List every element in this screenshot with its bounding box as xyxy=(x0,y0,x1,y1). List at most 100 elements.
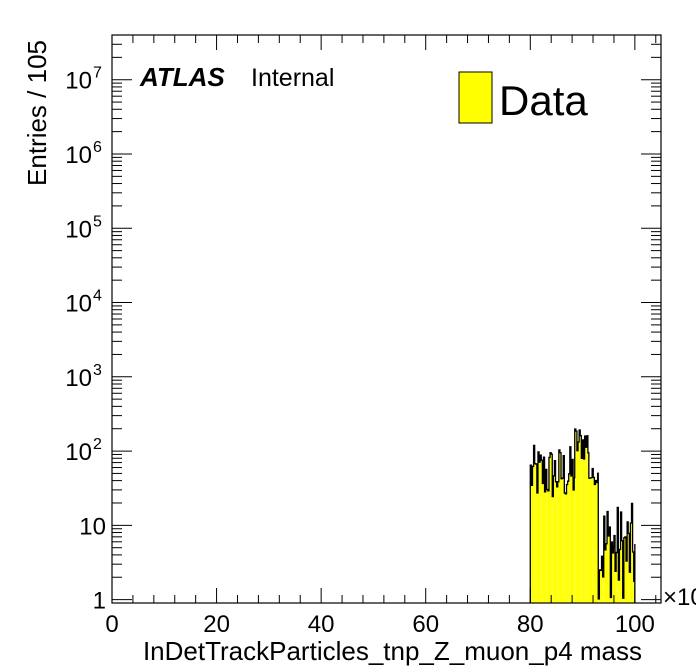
histogram-bin xyxy=(551,454,553,603)
histogram-bin xyxy=(557,481,559,603)
y-tick-label: 10 xyxy=(65,68,92,95)
histogram-bin xyxy=(563,455,565,603)
x-axis-multiplier: ×10 xyxy=(663,584,696,611)
histogram-bin xyxy=(550,452,552,603)
histogram-bin xyxy=(567,481,569,603)
histogram-bin xyxy=(604,549,606,603)
y-tick-label: 10 xyxy=(65,291,92,318)
histogram-bin xyxy=(566,484,568,603)
histogram-bin xyxy=(574,477,575,603)
y-tick-label: 10 xyxy=(65,142,92,169)
histogram-bin xyxy=(595,480,597,603)
y-tick-exponent: 7 xyxy=(93,65,102,82)
histogram-bin xyxy=(582,439,584,603)
y-tick-exponent: 2 xyxy=(93,436,102,453)
histogram-outline xyxy=(529,428,636,603)
histogram-bin xyxy=(608,535,610,603)
histogram-bin xyxy=(591,477,593,603)
histogram-bin xyxy=(629,572,631,603)
histogram-bin xyxy=(561,478,563,603)
histogram-bin xyxy=(570,475,573,603)
y-tick-label: 10 xyxy=(65,365,92,392)
histogram-bin xyxy=(583,459,585,603)
histogram-bars xyxy=(529,428,636,603)
histogram-bin xyxy=(533,445,535,603)
histogram-bin xyxy=(544,491,546,603)
histogram-bin xyxy=(552,496,554,603)
histogram-bin xyxy=(546,489,548,603)
histogram-bin xyxy=(554,460,556,603)
histogram-bin xyxy=(578,442,580,603)
histogram-bin xyxy=(588,478,590,603)
histogram-bin xyxy=(627,521,629,603)
histogram-bin xyxy=(537,451,540,603)
histogram-bin xyxy=(620,512,622,603)
histogram-bin xyxy=(553,475,555,603)
histogram-bin xyxy=(541,460,543,603)
histogram-bin xyxy=(559,452,562,603)
histogram-bin xyxy=(576,450,579,603)
y-axis-label: Entries / 105 xyxy=(22,40,52,186)
histogram-bin xyxy=(587,452,589,603)
histogram-bin xyxy=(535,464,537,603)
histogram-bin xyxy=(616,552,618,603)
histogram-bin xyxy=(575,431,577,603)
axis-ticks xyxy=(111,34,661,603)
x-tick-label: 80 xyxy=(517,611,544,638)
histogram-bin xyxy=(592,468,594,603)
histogram-bin xyxy=(580,435,582,603)
histogram-bin xyxy=(558,449,560,603)
histogram-bin xyxy=(543,457,545,603)
histogram-bin xyxy=(547,490,549,603)
histogram-bin xyxy=(610,597,612,603)
histogram-bin xyxy=(574,429,576,603)
legend-label-data: Data xyxy=(499,77,588,124)
histogram-bin xyxy=(531,485,533,603)
histogram-bin xyxy=(556,486,558,603)
histogram-bin xyxy=(626,561,628,603)
histogram-bin xyxy=(548,457,551,603)
histogram-bin xyxy=(618,580,620,603)
histogram-bin xyxy=(598,599,600,603)
histogram-bin xyxy=(555,481,557,603)
x-tick-label: 60 xyxy=(412,611,439,638)
histogram-bin xyxy=(631,503,633,603)
legend-swatch-data xyxy=(458,71,493,124)
histogram-bin xyxy=(596,482,598,603)
x-tick-label: 100 xyxy=(615,611,655,638)
histogram-bin xyxy=(569,446,571,603)
histogram-bin xyxy=(605,543,608,603)
histogram-bin xyxy=(536,492,538,603)
histogram-bin xyxy=(565,493,567,603)
histogram-bin xyxy=(572,459,574,603)
histogram-bin xyxy=(589,477,592,603)
histogram-bin xyxy=(539,462,541,603)
histogram-bin xyxy=(545,469,547,603)
legend: Data xyxy=(458,71,588,124)
y-tick-label: 10 xyxy=(65,439,92,466)
histogram-bin xyxy=(615,571,617,603)
x-tick-label: 0 xyxy=(105,611,118,638)
y-tick-exponent: 3 xyxy=(93,362,102,379)
x-tick-label: 20 xyxy=(203,611,230,638)
histogram-bin xyxy=(607,511,609,603)
histogram-bin xyxy=(586,435,588,603)
histogram-bin xyxy=(624,536,627,603)
histogram-bin xyxy=(602,576,604,603)
x-axis-label: InDetTrackParticles_tnp_Z_muon_p4 mass xyxy=(143,636,642,666)
histogram-bin xyxy=(581,458,583,603)
histogram-bin xyxy=(613,546,615,603)
histogram-bin xyxy=(594,484,596,603)
y-tick-label: 10 xyxy=(65,216,92,243)
x-tick-label: 40 xyxy=(308,611,335,638)
histogram-bin xyxy=(593,477,595,603)
histogram-bin xyxy=(564,492,566,603)
histogram-bin xyxy=(584,436,586,603)
histogram-bin xyxy=(562,478,564,603)
y-tick-exponent: 6 xyxy=(93,139,102,156)
y-tick-exponent: 5 xyxy=(93,213,102,230)
histogram-bin xyxy=(601,556,603,603)
atlas-sublabel: Internal xyxy=(251,64,334,92)
